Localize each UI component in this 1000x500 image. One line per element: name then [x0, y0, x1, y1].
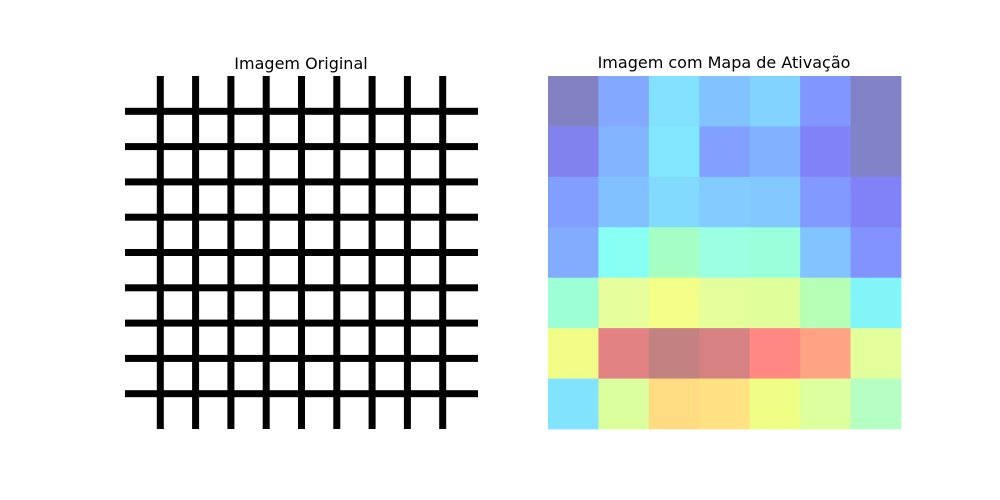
- heatmap-cell: [548, 328, 599, 379]
- heatmap-cell: [749, 328, 801, 379]
- heatmap-cell: [850, 76, 902, 127]
- activation-map-panel: [548, 76, 902, 430]
- heatmap-cell: [598, 328, 650, 379]
- heatmap-cell: [749, 176, 801, 228]
- heatmap-cell: [699, 328, 751, 379]
- heatmap-cell: [800, 277, 851, 329]
- heatmap-cell: [800, 76, 851, 127]
- heatmap-cell: [648, 328, 700, 379]
- heatmap-cell: [598, 277, 650, 329]
- heatmap-cell: [598, 76, 650, 127]
- grid-horizontal-line: [125, 107, 478, 115]
- heatmap-cell: [850, 176, 902, 228]
- grid-horizontal-line: [125, 284, 478, 292]
- heatmap-cell: [548, 227, 599, 279]
- heatmap-cell: [749, 227, 801, 279]
- heatmap-cell: [800, 176, 851, 228]
- heatmap-cell: [800, 378, 851, 430]
- heatmap-cell: [648, 176, 700, 228]
- heatmap-cell: [850, 227, 902, 279]
- heatmap-cell: [850, 378, 902, 430]
- heatmap-cell: [749, 277, 801, 329]
- heatmap-cell: [648, 378, 700, 430]
- activation-map-title: Imagem com Mapa de Ativação: [598, 53, 851, 72]
- heatmap-cell: [850, 277, 902, 329]
- heatmap-cell: [749, 126, 801, 178]
- heatmap-cell: [699, 176, 751, 228]
- heatmap-cell: [548, 277, 599, 329]
- heatmap-cell: [548, 378, 599, 430]
- heatmap-cell: [648, 227, 700, 279]
- heatmap-cell: [548, 76, 599, 127]
- heatmap-cell: [548, 126, 599, 178]
- heatmap-cell: [749, 378, 801, 430]
- heatmap-cell: [598, 378, 650, 430]
- original-image-panel: [125, 76, 478, 429]
- grid-horizontal-line: [125, 354, 478, 362]
- grid-horizontal-line: [125, 143, 478, 151]
- heatmap-cell: [598, 126, 650, 178]
- heatmap-cell: [548, 176, 599, 228]
- heatmap-cell: [699, 76, 751, 127]
- heatmap-cell: [648, 126, 700, 178]
- heatmap-cell: [648, 277, 700, 329]
- grid-horizontal-line: [125, 249, 478, 256]
- grid-horizontal-line: [125, 390, 478, 398]
- heatmap-cell: [598, 227, 650, 279]
- heatmap-cell: [598, 176, 650, 228]
- heatmap-cell: [850, 328, 902, 379]
- heatmap-cell: [699, 277, 751, 329]
- grid-horizontal-line: [125, 213, 478, 221]
- heatmap-cell: [699, 378, 751, 430]
- heatmap-cell: [850, 126, 902, 178]
- heatmap-cell: [699, 227, 751, 279]
- heatmap-cell: [749, 76, 801, 127]
- heatmap-cell: [800, 227, 851, 279]
- grid-horizontal-line: [125, 178, 478, 186]
- heatmap-cell: [699, 126, 751, 178]
- heatmap-cell: [800, 328, 851, 379]
- original-image-title: Imagem Original: [234, 54, 367, 73]
- heatmap-cell: [800, 126, 851, 178]
- heatmap-cell: [648, 76, 700, 127]
- grid-horizontal-line: [125, 319, 478, 327]
